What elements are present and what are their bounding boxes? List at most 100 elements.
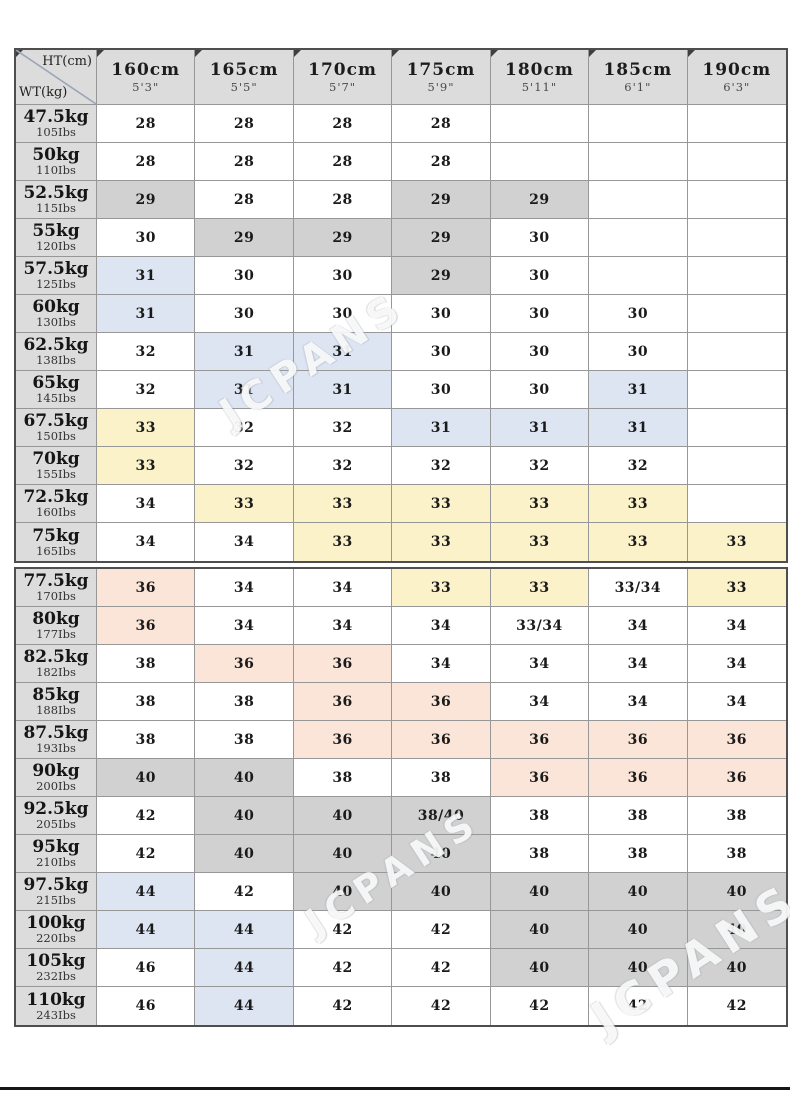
size-value-cell xyxy=(687,295,786,333)
weight-label-cell: 52.5kg 115Ibs xyxy=(16,181,97,219)
size-value-cell: 33 xyxy=(687,569,786,607)
size-value-cell: 42 xyxy=(293,911,393,949)
size-value-cell: 36 xyxy=(490,759,590,797)
weight-lbs-label: 145Ibs xyxy=(36,391,76,406)
weight-lbs-label: 200Ibs xyxy=(36,779,76,794)
size-value-cell: 30 xyxy=(293,257,393,295)
weight-lbs-label: 210Ibs xyxy=(36,855,76,870)
size-value-cell xyxy=(687,447,786,485)
size-value-cell: 36 xyxy=(392,683,491,721)
weight-kg-label: 50kg xyxy=(32,145,80,166)
height-header-cell: 180cm 5'11" xyxy=(490,50,590,105)
diagonal-divider-line xyxy=(16,50,96,104)
size-value-cell: 28 xyxy=(392,143,491,181)
height-header-cell: 190cm 6'3" xyxy=(687,50,786,105)
size-value-cell: 40 xyxy=(589,873,688,911)
size-value-cell: 29 xyxy=(392,181,491,219)
weight-lbs-label: 165Ibs xyxy=(36,543,76,558)
size-value-cell: 31 xyxy=(195,371,294,409)
weight-lbs-label: 160Ibs xyxy=(36,505,76,520)
size-value-cell: 40 xyxy=(97,759,196,797)
size-value-cell: 34 xyxy=(195,569,294,607)
size-value-cell: 34 xyxy=(392,645,491,683)
weight-label-cell: 85kg 188Ibs xyxy=(16,683,97,721)
size-value-cell: 40 xyxy=(687,911,786,949)
size-value-cell: 28 xyxy=(97,105,196,143)
weight-label-cell: 97.5kg 215Ibs xyxy=(16,873,97,911)
size-value-cell: 46 xyxy=(97,987,196,1025)
size-value-cell: 28 xyxy=(195,143,294,181)
weight-kg-label: 80kg xyxy=(32,609,80,630)
size-value-cell: 31 xyxy=(97,257,196,295)
height-header-cell: 160cm 5'3" xyxy=(97,50,196,105)
weight-label-cell: 105kg 232Ibs xyxy=(16,949,97,987)
weight-kg-label: 87.5kg xyxy=(23,723,89,744)
weight-lbs-label: 105Ibs xyxy=(36,125,76,140)
weight-label-cell: 50kg 110Ibs xyxy=(16,143,97,181)
size-value-cell: 32 xyxy=(293,447,393,485)
size-value-cell: 28 xyxy=(293,105,393,143)
size-value-cell: 36 xyxy=(293,645,393,683)
size-value-cell: 32 xyxy=(97,333,196,371)
size-value-cell: 32 xyxy=(392,447,491,485)
page-bottom-rule xyxy=(0,1087,790,1090)
height-ft-label: 5'5" xyxy=(230,79,258,94)
height-cm-label: 190cm xyxy=(702,59,772,80)
size-value-cell: 33/34 xyxy=(589,569,688,607)
size-value-cell: 42 xyxy=(490,987,590,1025)
weight-lbs-label: 150Ibs xyxy=(36,429,76,444)
size-value-cell xyxy=(687,257,786,295)
height-cm-label: 170cm xyxy=(308,59,377,80)
size-value-cell: 28 xyxy=(97,143,196,181)
size-value-cell: 38 xyxy=(490,797,590,835)
weight-lbs-label: 170Ibs xyxy=(36,589,76,604)
size-value-cell: 34 xyxy=(97,485,196,523)
size-value-cell: 38/40 xyxy=(392,797,491,835)
weight-lbs-label: 243Ibs xyxy=(36,1007,76,1022)
weight-kg-label: 47.5kg xyxy=(23,107,89,128)
size-value-cell: 40 xyxy=(293,835,393,873)
size-value-cell: 42 xyxy=(687,987,786,1025)
size-value-cell: 29 xyxy=(97,181,196,219)
size-value-cell: 42 xyxy=(195,873,294,911)
size-value-cell: 30 xyxy=(195,257,294,295)
size-value-cell: 33 xyxy=(97,409,196,447)
height-header-cell: 175cm 5'9" xyxy=(392,50,491,105)
weight-lbs-label: 125Ibs xyxy=(36,277,76,292)
size-value-cell xyxy=(490,105,590,143)
size-value-cell: 40 xyxy=(490,911,590,949)
size-value-cell: 36 xyxy=(490,721,590,759)
size-value-cell: 29 xyxy=(195,219,294,257)
size-value-cell: 42 xyxy=(392,911,491,949)
size-value-cell: 40 xyxy=(195,835,294,873)
size-value-cell: 30 xyxy=(490,219,590,257)
size-value-cell: 29 xyxy=(490,181,590,219)
size-value-cell: 40 xyxy=(293,873,393,911)
size-value-cell: 28 xyxy=(195,105,294,143)
size-value-cell: 28 xyxy=(392,105,491,143)
size-value-cell: 40 xyxy=(490,949,590,987)
size-value-cell: 38 xyxy=(490,835,590,873)
size-value-cell xyxy=(687,371,786,409)
size-value-cell: 42 xyxy=(293,949,393,987)
size-value-cell: 38 xyxy=(97,645,196,683)
weight-label-cell: 95kg 210Ibs xyxy=(16,835,97,873)
weight-label-cell: 110kg 243Ibs xyxy=(16,987,97,1025)
weight-label-cell: 62.5kg 138Ibs xyxy=(16,333,97,371)
size-value-cell: 30 xyxy=(490,333,590,371)
weight-kg-label: 72.5kg xyxy=(23,487,89,508)
size-table-lower: 77.5kg 170Ibs 36 34 34 33 33 33/34 33 80kg 177Ibs 3… xyxy=(14,567,788,1027)
size-value-cell: 34 xyxy=(490,645,590,683)
size-value-cell: 31 xyxy=(589,371,688,409)
size-value-cell: 38 xyxy=(687,835,786,873)
weight-kg-label: 62.5kg xyxy=(23,335,89,356)
weight-label-cell: 60kg 130Ibs xyxy=(16,295,97,333)
size-value-cell: 36 xyxy=(97,569,196,607)
size-value-cell: 36 xyxy=(687,721,786,759)
size-value-cell: 40 xyxy=(687,873,786,911)
size-value-cell: 31 xyxy=(589,409,688,447)
size-value-cell: 32 xyxy=(589,447,688,485)
weight-label-cell: 82.5kg 182Ibs xyxy=(16,645,97,683)
height-cm-label: 185cm xyxy=(603,59,673,80)
size-value-cell: 40 xyxy=(392,835,491,873)
